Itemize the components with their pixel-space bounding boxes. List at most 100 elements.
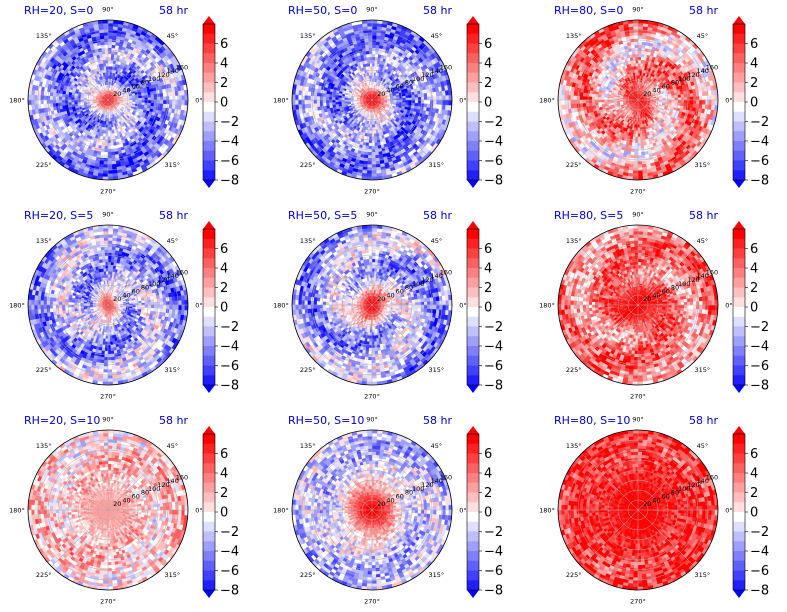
field-cell xyxy=(371,65,375,70)
field-cell xyxy=(369,59,373,64)
field-cell xyxy=(371,155,377,159)
field-cell xyxy=(331,97,336,101)
colorbar-level xyxy=(203,53,215,64)
field-cell xyxy=(365,145,370,150)
field-cell xyxy=(371,173,378,178)
field-cell xyxy=(107,22,114,27)
field-cell xyxy=(373,62,378,67)
field-cell xyxy=(64,99,69,104)
field-cell xyxy=(371,59,375,64)
field-cell xyxy=(420,92,425,98)
field-cell xyxy=(181,94,186,101)
colorbar-tick-label: −4 xyxy=(220,135,239,150)
field-cell xyxy=(107,62,111,67)
field-cell xyxy=(411,99,416,104)
field-cell xyxy=(169,95,173,101)
field-cell xyxy=(105,127,109,132)
field-cell xyxy=(374,59,378,64)
field-cell xyxy=(156,96,161,101)
field-cell xyxy=(368,53,373,58)
field-cell xyxy=(102,170,109,175)
field-cell xyxy=(141,99,146,103)
field-cell xyxy=(436,99,440,105)
radius-label: 40 xyxy=(122,86,130,94)
field-cell xyxy=(371,151,376,156)
field-cell xyxy=(371,170,378,175)
field-cell xyxy=(294,99,299,106)
colorbar-level xyxy=(203,24,215,35)
colorbar-tick-label: −2 xyxy=(220,115,239,130)
panel: 90°45°0°315°270°225°180°135°20 40 60 801001… xyxy=(273,4,503,196)
field-cell xyxy=(107,25,114,30)
field-cell xyxy=(103,161,109,165)
field-cell xyxy=(103,155,109,159)
field-cell xyxy=(107,139,112,144)
field-cell xyxy=(43,99,47,105)
field-cell xyxy=(368,47,373,52)
angle-label: 135° xyxy=(36,32,52,40)
field-cell xyxy=(340,97,345,101)
colorbar-tick-label: −8 xyxy=(220,174,239,189)
field-cell xyxy=(107,142,112,147)
field-cell xyxy=(144,97,149,101)
field-cell xyxy=(304,95,308,101)
field-cell xyxy=(405,99,410,103)
field-cell xyxy=(107,148,112,153)
field-cell xyxy=(33,99,38,106)
field-cell xyxy=(366,170,373,175)
colorbar-level xyxy=(203,150,215,161)
field-cell xyxy=(367,28,373,33)
field-cell xyxy=(104,56,109,61)
field-cell xyxy=(147,99,152,104)
field-cell xyxy=(102,133,107,138)
field-cell xyxy=(110,53,115,58)
field-cell xyxy=(109,62,114,67)
field-cell xyxy=(107,161,113,165)
field-cell xyxy=(102,136,106,141)
field-cell xyxy=(107,35,113,39)
field-cell xyxy=(36,95,41,101)
field-cell xyxy=(368,44,373,49)
field-cell xyxy=(364,154,369,159)
field-cell xyxy=(102,173,109,178)
field-cell xyxy=(371,161,377,165)
colorbar-level xyxy=(203,82,215,93)
field-cell xyxy=(405,101,410,106)
field-cell xyxy=(420,102,425,108)
radius-label: 160 xyxy=(176,63,188,71)
colorbar-level xyxy=(203,111,215,122)
colorbar-level xyxy=(203,33,215,44)
field-cell xyxy=(104,148,109,153)
field-cell xyxy=(319,96,324,101)
field-cell xyxy=(411,102,416,106)
colorbar-level xyxy=(203,131,215,142)
field-cell xyxy=(371,47,376,52)
field-cell xyxy=(103,28,109,33)
field-cell xyxy=(313,92,318,97)
angle-label: 0° xyxy=(195,97,202,105)
field-cell xyxy=(334,94,339,99)
field-cell xyxy=(367,164,373,168)
field-cell xyxy=(436,95,440,101)
field-cell xyxy=(101,142,106,147)
field-cell xyxy=(107,53,112,58)
field-cell xyxy=(156,99,161,104)
field-cell xyxy=(104,44,109,49)
field-cell xyxy=(104,142,109,147)
field-cell xyxy=(110,148,116,153)
field-cell xyxy=(61,96,66,101)
field-cell xyxy=(107,173,114,178)
field-cell xyxy=(144,102,149,106)
field-cell xyxy=(107,65,111,70)
field-cell xyxy=(328,94,333,98)
field-cell xyxy=(442,94,447,101)
colorbar-tick-label: 4 xyxy=(220,57,228,72)
field-cell xyxy=(366,139,370,144)
field-cell xyxy=(100,41,105,46)
field-cell xyxy=(70,97,75,101)
field-cell xyxy=(110,59,114,64)
field-cell xyxy=(427,95,431,101)
field-cell xyxy=(369,124,373,128)
field-cell xyxy=(374,47,380,52)
